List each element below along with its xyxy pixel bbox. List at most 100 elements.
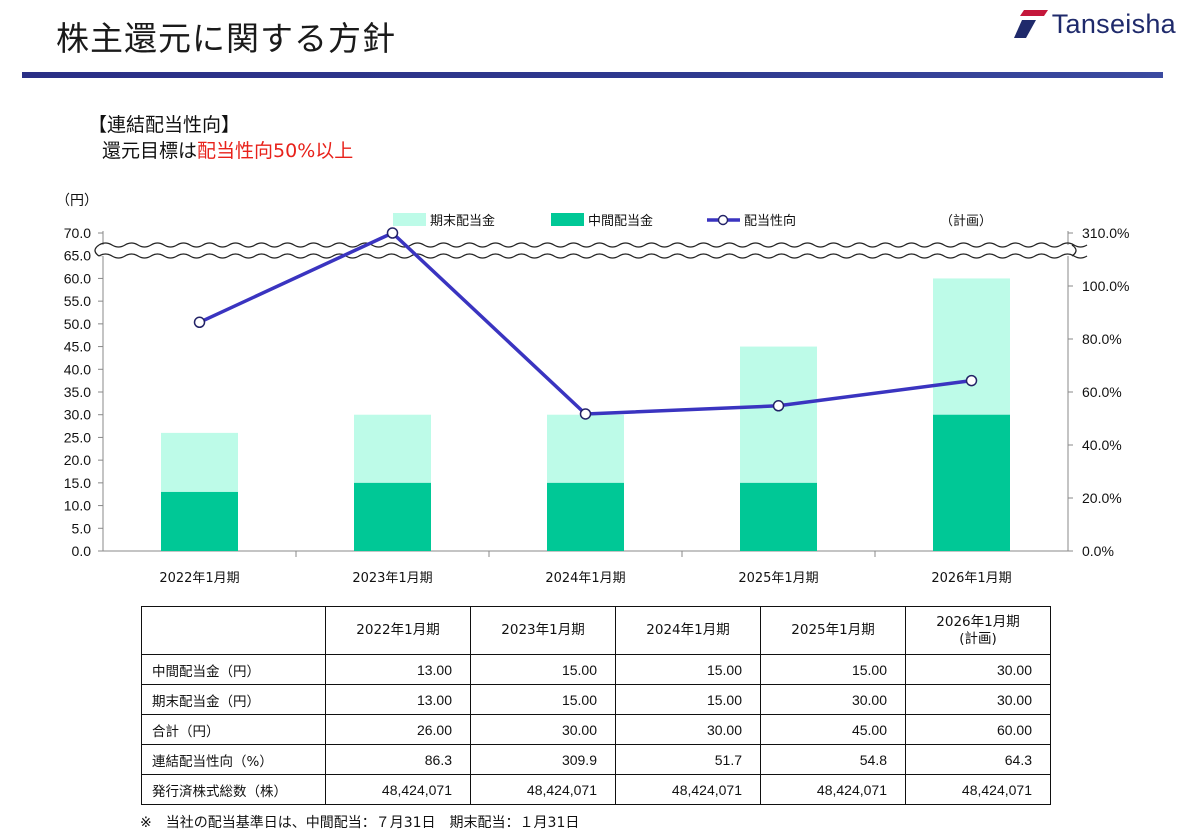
payout-ratio-point — [965, 374, 978, 387]
table-row: 発行済株式総数（株） 48,424,071 48,424,071 48,424,071… — [141, 774, 1051, 805]
table-cell: 48,424,071 — [470, 774, 616, 805]
bar-interim-dividend — [933, 414, 1010, 551]
table-cell: 30.00 — [905, 684, 1051, 715]
payout-policy-heading: 【連結配当性向】 還元目標は配当性向50%以上 — [88, 112, 353, 164]
table-header-cell: 2022年1月期 — [325, 606, 471, 655]
subhead-target: 配当性向50%以上 — [197, 140, 354, 162]
x-category-label: 2023年1月期 — [352, 571, 432, 586]
table-cell: 60.00 — [905, 714, 1051, 745]
payout-ratio-point — [772, 400, 785, 412]
table-header-cell: 2026年1月期 (計画) — [905, 606, 1051, 655]
subhead-prefix: 還元目標は — [102, 140, 198, 162]
table-cell: 30.00 — [615, 714, 761, 745]
table-row-label: 連結配当性向（%） — [141, 744, 326, 775]
payout-ratio-point — [193, 316, 206, 329]
table-cell: 30.00 — [470, 714, 616, 745]
tanseisha-mark-icon — [1013, 10, 1048, 38]
left-tick-label: 40.0 — [64, 361, 91, 377]
bar-interim-dividend — [740, 482, 817, 551]
dividend-table: 2022年1月期 2023年1月期 2024年1月期 2025年1月期 2026年1月期… — [141, 606, 1051, 805]
table-cell: 30.00 — [905, 654, 1051, 685]
table-cell: 15.00 — [760, 654, 906, 685]
table-cell: 26.00 — [325, 714, 471, 745]
x-category-label: 2026年1月期 — [931, 571, 1011, 586]
axis-break-cap-left — [94, 244, 100, 257]
bar-year-end-dividend — [161, 432, 238, 492]
table-header-cell: 2023年1月期 — [470, 606, 616, 655]
left-tick-label: 15.0 — [64, 475, 91, 491]
axis-break-bottom — [98, 253, 1088, 259]
left-tick-label: 0.0 — [72, 543, 92, 559]
payout-ratio-line — [198, 231, 972, 416]
legend-swatch-interim — [551, 213, 584, 226]
bar-year-end-dividend — [740, 346, 817, 483]
right-tick-label: 20.0% — [1082, 490, 1122, 506]
left-tick-label: 70.0 — [64, 225, 91, 241]
left-tick-label: 25.0 — [64, 429, 91, 445]
footnote: ※ 当社の配当基準日は、中間配当：７月31日 期末配当：１月31日 — [140, 815, 580, 831]
table-row: 中間配当金（円） 13.00 15.00 15.00 15.00 30.00 — [141, 654, 1051, 685]
company-logo: Tanseisha — [1013, 4, 1176, 44]
table-cell: 64.3 — [905, 744, 1051, 775]
table-cell: 15.00 — [615, 684, 761, 715]
table-cell: 48,424,071 — [760, 774, 906, 805]
right-tick-label: 60.0% — [1082, 384, 1122, 400]
table-header-cell: 2024年1月期 — [615, 606, 761, 655]
table-corner-cell — [141, 606, 326, 655]
table-cell: 48,424,071 — [905, 774, 1051, 805]
table-cell: 54.8 — [760, 744, 906, 775]
subhead-line2: 還元目標は配当性向50%以上 — [88, 138, 353, 164]
table-cell: 15.00 — [470, 654, 616, 685]
right-tick-label: 40.0% — [1082, 437, 1122, 453]
legend-swatch-year-end — [393, 213, 426, 226]
table-row-label: 合計（円） — [141, 714, 326, 745]
bar-year-end-dividend — [933, 278, 1010, 415]
plan-note: （計画） — [940, 213, 992, 229]
x-category-label: 2025年1月期 — [738, 571, 818, 586]
dividend-chart: 0.0 5.0 10.0 15.0 20.0 25.0 30.0 35.0 40.0 45.0 50… — [56, 192, 1129, 586]
table-row-label: 発行済株式総数（株） — [141, 774, 326, 805]
left-tick-label: 20.0 — [64, 452, 91, 468]
table-cell: 15.00 — [470, 684, 616, 715]
table-row: 期末配当金（円） 13.00 15.00 15.00 30.00 30.00 — [141, 684, 1051, 715]
legend-label-interim: 中間配当金 — [588, 213, 653, 229]
left-tick-label: 45.0 — [64, 339, 91, 355]
legend-swatch-payout-point — [717, 214, 729, 226]
table-row: 合計（円） 26.00 30.00 30.00 45.00 60.00 — [141, 714, 1051, 745]
left-tick-label: 5.0 — [72, 520, 92, 536]
left-tick-label: 55.0 — [64, 293, 91, 309]
bar-year-end-dividend — [354, 414, 431, 483]
table-cell: 13.00 — [325, 654, 471, 685]
table-header-cell: 2025年1月期 — [760, 606, 906, 655]
left-axis-label: （円） — [56, 192, 98, 208]
left-tick-label: 65.0 — [64, 248, 91, 264]
table-header-row: 2022年1月期 2023年1月期 2024年1月期 2025年1月期 2026年1月期… — [141, 606, 1051, 655]
table-cell: 30.00 — [760, 684, 906, 715]
bar-year-end-dividend — [547, 414, 624, 483]
table-cell: 48,424,071 — [615, 774, 761, 805]
right-tick-label: 80.0% — [1082, 331, 1122, 347]
table-cell: 86.3 — [325, 744, 471, 775]
left-tick-label: 30.0 — [64, 407, 91, 423]
table-cell: 48,424,071 — [325, 774, 471, 805]
bar-interim-dividend — [547, 482, 624, 551]
right-tick-label: 310.0% — [1082, 225, 1129, 241]
subhead-line1: 【連結配当性向】 — [88, 114, 241, 136]
table-cell: 45.00 — [760, 714, 906, 745]
table-cell: 309.9 — [470, 744, 616, 775]
logo-text: Tanseisha — [1051, 8, 1176, 39]
left-tick-label: 10.0 — [64, 498, 91, 514]
right-tick-label: 0.0% — [1082, 543, 1114, 559]
legend-label-payout: 配当性向 — [744, 213, 796, 229]
bar-interim-dividend — [354, 482, 431, 551]
table-cell: 15.00 — [615, 654, 761, 685]
bar-interim-dividend — [161, 491, 238, 551]
table-row: 連結配当性向（%） 86.3 309.9 51.7 54.8 64.3 — [141, 744, 1051, 775]
title-rule — [22, 72, 1163, 78]
left-tick-label: 60.0 — [64, 270, 91, 286]
right-tick-label: 100.0% — [1082, 278, 1129, 294]
table-cell: 51.7 — [615, 744, 761, 775]
x-category-label: 2022年1月期 — [159, 571, 239, 586]
table-row-label: 期末配当金（円） — [141, 684, 326, 715]
left-tick-label: 35.0 — [64, 384, 91, 400]
